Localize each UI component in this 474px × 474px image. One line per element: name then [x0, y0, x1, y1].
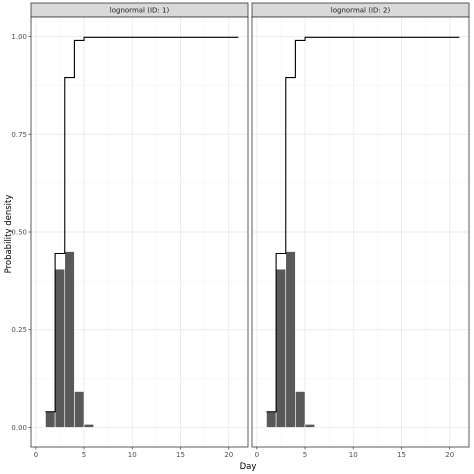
density-bar: [45, 411, 56, 428]
density-bar: [74, 391, 85, 428]
facet-strip-label: lognormal (ID: 1): [110, 7, 170, 15]
x-tick-label: 5: [82, 451, 86, 459]
x-tick-label: 15: [397, 451, 406, 459]
y-tick-label: 0.75: [11, 131, 27, 139]
panel-1: lognormal (ID: 1) 0 5 10 15 20 0.00 0.25 0.50 0.7…: [11, 2, 249, 459]
density-bar: [304, 424, 315, 428]
x-tick-label: 0: [34, 451, 38, 459]
y-tick-label: 0.00: [11, 424, 27, 432]
density-bar: [83, 424, 94, 428]
panel-border: [251, 16, 470, 448]
x-axis-title: Day: [240, 462, 257, 472]
x-tick-label: 15: [176, 451, 185, 459]
cdf-step-line: [266, 36, 460, 413]
y-tick-label: 1.00: [11, 33, 27, 41]
panel-2: lognormal (ID: 2) 0 5 10 15 20: [251, 2, 470, 459]
density-bar: [64, 251, 75, 428]
density-bar: [54, 268, 66, 428]
density-bar: [275, 268, 287, 428]
x-tick-label: 20: [445, 451, 454, 459]
facet-strip-label: lognormal (ID: 2): [331, 7, 391, 15]
y-tick-label: 0.50: [11, 229, 27, 237]
y-tick-label: 0.25: [11, 326, 27, 334]
density-bar: [295, 391, 306, 428]
y-axis-title: Probability density: [4, 195, 14, 274]
density-bar: [266, 411, 277, 428]
x-tick-label: 10: [128, 451, 137, 459]
density-bar: [285, 251, 296, 428]
x-tick-label: 10: [349, 451, 358, 459]
x-tick-label: 5: [303, 451, 307, 459]
cdf-step-line: [45, 36, 239, 413]
x-tick-label: 20: [224, 451, 233, 459]
x-tick-label: 0: [255, 451, 259, 459]
